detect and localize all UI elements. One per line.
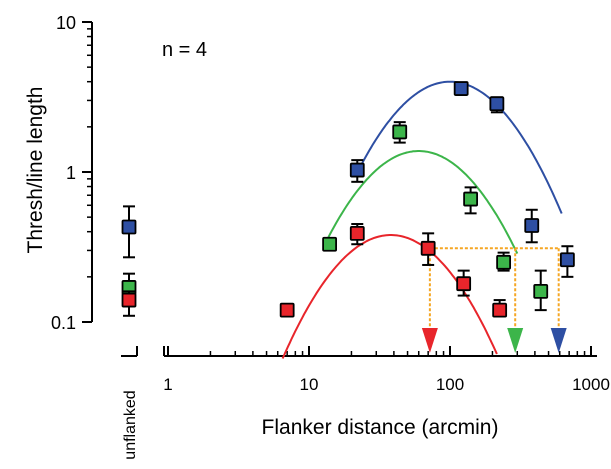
data-point: [281, 304, 294, 317]
y-axis-label: Thresh/line length: [24, 87, 47, 254]
axes: 0.1 1 10 1 10 100 1000: [51, 13, 610, 394]
x-axis-label: Flanker distance (arcmin): [262, 416, 499, 439]
data-point: [351, 164, 364, 177]
data-point: [123, 294, 136, 307]
data-markers: [123, 82, 574, 317]
x-tick-label: 10: [300, 375, 319, 394]
data-point: [534, 285, 547, 298]
fit-curves: [283, 82, 562, 359]
arrow-marker: [507, 328, 523, 353]
unflanked-label: unflanked: [122, 390, 139, 459]
x-tick-label: 100: [436, 375, 464, 394]
data-point: [323, 238, 336, 251]
fit-curve: [357, 82, 561, 214]
data-point: [457, 277, 470, 290]
data-point: [525, 219, 538, 232]
data-point: [455, 82, 468, 95]
y-tick-label: 10: [56, 13, 76, 33]
y-tick-label: 1: [66, 163, 76, 183]
data-point: [493, 304, 506, 317]
y-tick-label: 0.1: [51, 313, 76, 333]
data-point: [422, 242, 435, 255]
fit-curve: [283, 235, 497, 359]
data-point: [490, 97, 503, 110]
annotation-n: n = 4: [162, 39, 207, 61]
arrow-marker: [422, 328, 438, 353]
data-point: [464, 193, 477, 206]
data-point: [497, 256, 510, 269]
data-point: [393, 125, 406, 138]
x-tick-label: 1: [163, 375, 172, 394]
data-point: [123, 220, 136, 233]
x-tick-label: 1000: [572, 375, 610, 394]
data-point: [351, 227, 364, 240]
arrow-marker: [551, 328, 567, 353]
data-point: [561, 253, 574, 266]
